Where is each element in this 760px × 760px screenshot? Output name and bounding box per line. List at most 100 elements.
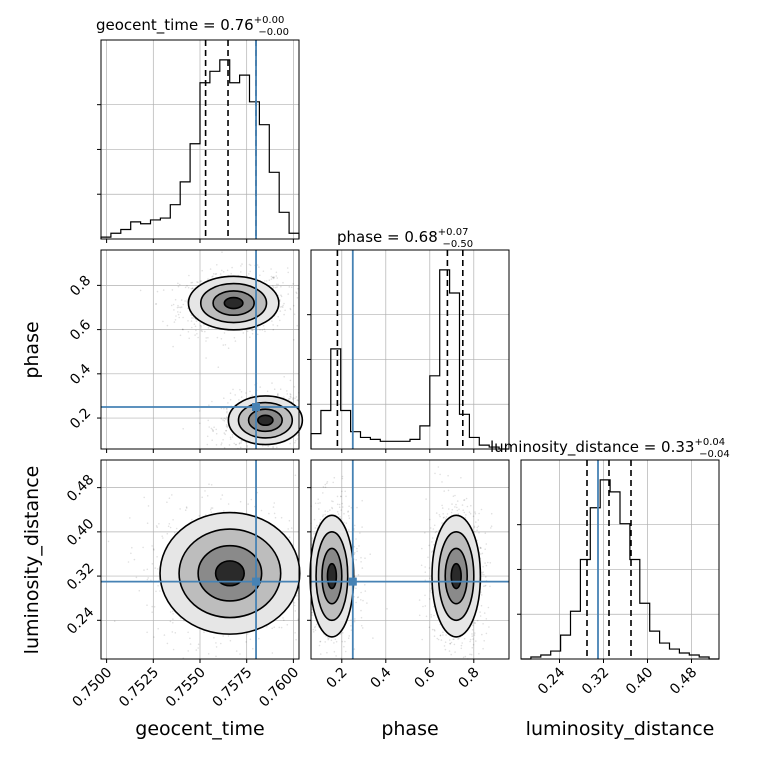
sample-point — [283, 376, 286, 378]
sample-point — [344, 490, 347, 493]
sample-point — [343, 512, 345, 515]
sample-point — [223, 447, 226, 449]
sample-point — [312, 628, 315, 631]
sample-point — [350, 506, 353, 509]
sample-point — [353, 620, 356, 623]
sample-point — [187, 307, 189, 310]
sample-point — [210, 507, 213, 509]
panel-frame — [310, 459, 510, 660]
sample-point — [251, 332, 254, 335]
sample-point — [266, 626, 268, 628]
sample-point — [343, 521, 345, 524]
sample-point — [258, 637, 260, 640]
sample-point — [262, 270, 265, 273]
sample-point — [350, 625, 352, 627]
sample-point — [162, 289, 165, 291]
sample-point — [247, 503, 249, 505]
sample-point — [208, 426, 210, 428]
sample-point — [332, 481, 335, 484]
sample-point — [454, 494, 456, 497]
sample-point — [181, 328, 184, 331]
sample-point — [292, 304, 295, 307]
sample-point — [441, 507, 444, 509]
sample-point — [220, 407, 223, 410]
sample-point — [425, 498, 427, 500]
sample-point — [272, 328, 275, 331]
sample-point — [435, 530, 438, 533]
truth-marker — [252, 577, 261, 586]
sample-point — [200, 329, 203, 332]
sample-point — [437, 638, 440, 641]
sample-point — [340, 495, 342, 498]
sample-point — [211, 507, 214, 509]
sample-point — [336, 503, 339, 506]
histogram-layer — [100, 40, 719, 660]
sample-point — [280, 286, 282, 288]
sample-point — [295, 292, 298, 295]
sample-point — [441, 504, 443, 507]
sample-point — [193, 323, 196, 326]
sample-point — [270, 275, 273, 278]
sample-point — [279, 306, 282, 308]
sample-point — [341, 475, 344, 478]
sample-point — [222, 635, 224, 637]
sample-point — [231, 434, 234, 436]
sample-point — [359, 532, 361, 534]
sample-point — [287, 271, 290, 274]
sample-point — [347, 511, 349, 513]
sample-point — [168, 497, 171, 500]
sample-point — [364, 584, 366, 586]
sample-point — [347, 510, 350, 512]
sample-point — [431, 537, 434, 539]
sample-point — [272, 445, 274, 448]
sample-point — [335, 640, 338, 643]
xlabel-geocent-time: geocent_time — [135, 718, 264, 740]
sample-point — [177, 311, 179, 313]
sample-point — [276, 394, 279, 396]
contour-layer — [159, 275, 482, 638]
sample-point — [152, 548, 155, 550]
sample-point — [113, 620, 116, 622]
sample-point — [461, 504, 464, 506]
sample-point — [421, 547, 423, 550]
sample-point — [196, 333, 198, 335]
sample-point — [316, 524, 318, 527]
sample-point — [271, 652, 274, 654]
sample-point — [471, 635, 474, 637]
sample-point — [240, 271, 242, 273]
contour-level — [450, 562, 462, 590]
sample-point — [444, 648, 447, 651]
sample-point — [322, 492, 324, 494]
sample-point — [471, 646, 474, 649]
sample-point — [477, 525, 480, 528]
sample-point — [461, 642, 464, 644]
sample-point — [473, 634, 476, 636]
sample-point — [360, 609, 362, 612]
sample-point — [295, 638, 297, 641]
sample-point — [173, 309, 175, 311]
sample-point — [175, 527, 178, 530]
sample-point — [215, 444, 218, 446]
ytick-label: 0.32 — [64, 560, 97, 593]
sample-point — [184, 300, 186, 302]
sample-point — [256, 333, 259, 336]
sample-point — [340, 495, 342, 498]
sample-point — [240, 391, 243, 393]
sample-point — [473, 526, 476, 529]
sample-point — [173, 531, 176, 534]
sample-point — [226, 416, 228, 418]
sample-point — [289, 442, 292, 445]
sample-point — [275, 271, 278, 274]
histogram-step — [310, 269, 509, 450]
sample-point — [289, 397, 291, 400]
sample-point — [226, 410, 228, 413]
sample-point — [430, 616, 433, 618]
sample-point — [159, 590, 161, 592]
sample-point — [488, 626, 490, 628]
sample-point — [318, 644, 321, 647]
sample-point — [207, 419, 209, 422]
xtick-label: 0.4 — [368, 664, 395, 691]
sample-point — [450, 653, 453, 656]
sample-point — [129, 517, 131, 519]
sample-point — [187, 631, 189, 634]
